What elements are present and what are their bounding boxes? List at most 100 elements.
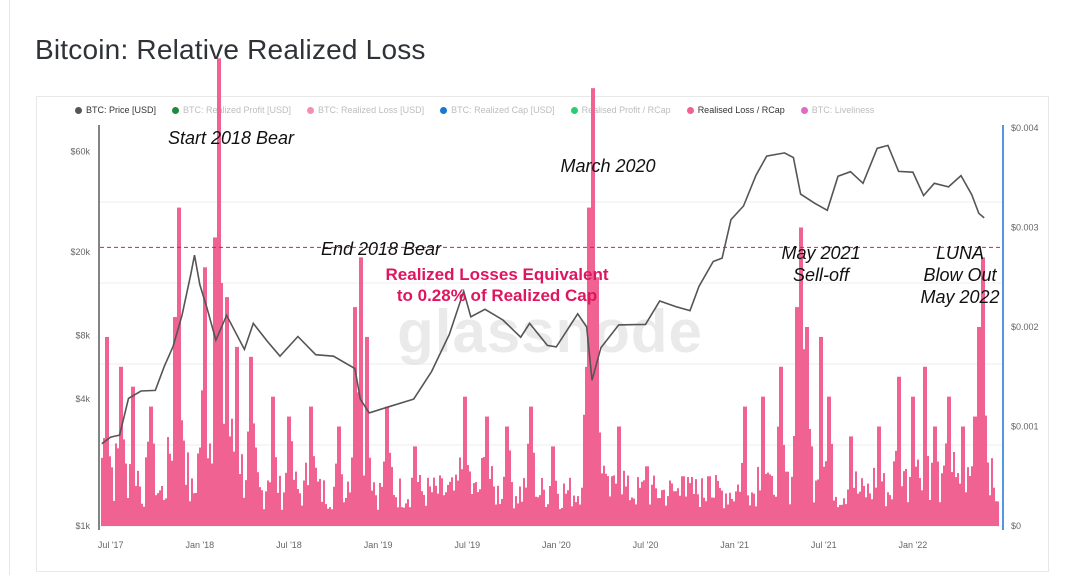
loss-bar [361,257,363,526]
loss-bar [661,490,663,526]
loss-bar [393,494,395,526]
loss-bar [581,487,583,526]
loss-bar [973,416,975,526]
right-tick-label: $0.003 [1011,222,1039,232]
loss-bar [451,477,453,526]
loss-bar [369,457,371,526]
loss-bar [693,493,695,526]
loss-bar [789,504,791,526]
loss-bar [903,471,905,526]
legend-label: BTC: Realized Profit [USD] [183,105,292,115]
x-tick-label: Jul '21 [811,540,837,550]
loss-bar [363,475,365,526]
loss-bar [481,458,483,526]
x-tick-label: Jan '20 [542,540,571,550]
loss-bar [617,426,619,526]
loss-bar [157,493,159,526]
loss-bar [177,207,179,527]
loss-bar [103,438,105,526]
legend-item-loss-rcap[interactable]: Realised Loss / RCap [686,105,785,115]
loss-bar [821,336,823,526]
loss-bar [923,366,925,526]
loss-bar [149,406,151,526]
x-tick-label: Jul '17 [98,540,124,550]
loss-bar [445,492,447,526]
loss-bar [243,497,245,526]
loss-bar [169,453,171,526]
loss-bar [459,457,461,526]
loss-bar [443,495,445,526]
loss-bar [531,406,533,526]
loss-bar [125,463,127,526]
loss-bar [317,481,319,526]
loss-bar [613,475,615,526]
loss-bar [695,479,697,526]
legend-item-price[interactable]: BTC: Price [USD] [75,105,156,115]
loss-bar [227,297,229,526]
loss-bar [777,426,779,526]
loss-bar [119,366,121,526]
loss-bar [813,502,815,526]
legend-item-liveliness[interactable]: BTC: Liveliness [800,105,874,115]
loss-bar [199,447,201,526]
loss-bar [969,476,971,526]
loss-bar [563,483,565,526]
loss-bar [377,509,379,526]
loss-bar [311,406,313,526]
loss-bar [155,495,157,526]
loss-bar [557,493,559,526]
loss-bar [887,492,889,526]
loss-bar [893,461,895,526]
loss-bar [417,482,419,526]
loss-bar [375,495,377,526]
loss-bar [479,489,481,526]
loss-bar [261,490,263,526]
loss-bar [519,486,521,526]
loss-bar [221,283,223,526]
loss-bar [605,473,607,526]
loss-bar [611,476,613,526]
loss-bar [673,491,675,526]
loss-bar [875,487,877,526]
loss-bar [135,485,137,526]
loss-bar [791,476,793,526]
loss-bar [333,486,335,526]
left-tick-label: $20k [70,247,90,257]
loss-bar [325,504,327,526]
left-tick-label: $1k [75,521,90,531]
loss-bar [725,493,727,526]
legend-item-realized-profit[interactable]: BTC: Realized Profit [USD] [172,105,291,115]
x-tick-label: Jan '22 [898,540,927,550]
loss-bar [741,462,743,526]
loss-bar [845,504,847,526]
loss-bar [263,509,265,526]
loss-bar [239,474,241,526]
loss-bar [121,366,123,526]
loss-bar [747,495,749,526]
loss-bar [579,504,581,526]
loss-bar [621,494,623,526]
legend-item-realized-loss[interactable]: BTC: Realized Loss [USD] [307,105,424,115]
loss-bar [929,499,931,526]
loss-bar [679,495,681,526]
loss-bar [803,349,805,526]
legend-dot-icon [307,106,315,114]
loss-bar [567,490,569,526]
legend-label: BTC: Realized Loss [USD] [318,105,425,115]
loss-bar [195,492,197,526]
loss-bar [817,479,819,526]
left-axis-ticks: $1k $4k $8k $20k $60k [70,146,90,531]
legend-item-profit-rcap[interactable]: Realised Profit / RCap [570,105,671,115]
loss-bar [303,480,305,526]
loss-bar [415,446,417,526]
right-tick-label: $0 [1011,521,1021,531]
loss-bar [453,490,455,526]
threshold-label-line2: to 0.28% of Realized Cap [397,286,597,305]
loss-bar [493,486,495,526]
legend-item-realized-cap[interactable]: BTC: Realized Cap [USD] [440,105,555,115]
loss-bar [143,506,145,526]
loss-bar [735,491,737,526]
loss-bar [381,486,383,526]
loss-bar [615,483,617,526]
chart-legend: BTC: Price [USD] BTC: Realized Profit [U… [75,105,874,115]
